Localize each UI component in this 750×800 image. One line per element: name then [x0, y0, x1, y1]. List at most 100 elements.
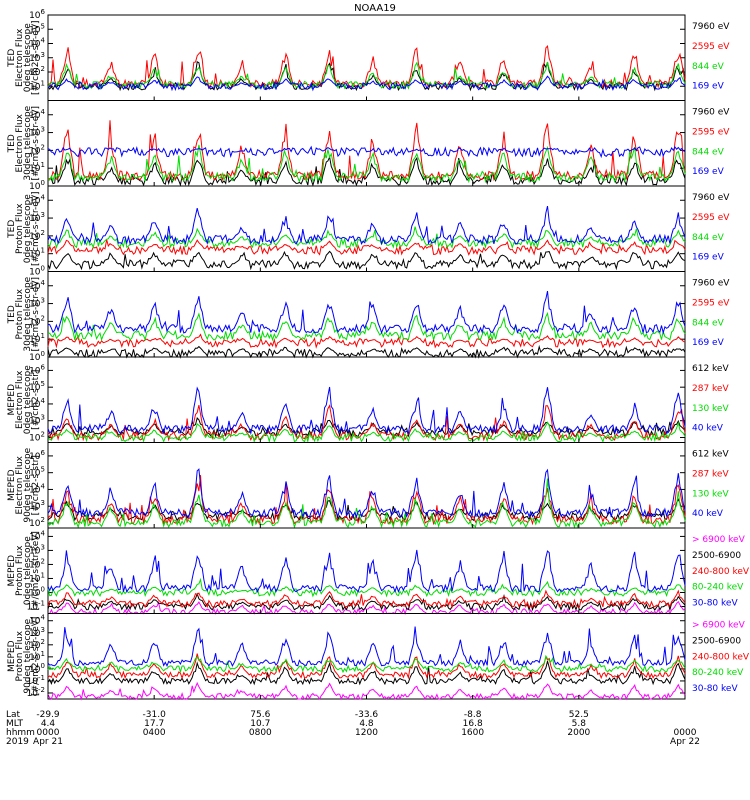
y-tick-label: 101 [29, 161, 45, 174]
y-axis-label: MEPEDElectron Flux0deg telescope[#/cm2-s… [7, 365, 41, 435]
x-tick-label: 0000 [674, 728, 697, 738]
series-line [47, 592, 686, 612]
x-tick-label: -33.6 [355, 710, 379, 720]
y-tick-label: 102 [29, 229, 45, 242]
y-tick-label: 105 [29, 22, 45, 35]
series-line [47, 145, 686, 159]
legend-label: 844 eV [692, 233, 725, 243]
y-tick-label: 105 [29, 380, 45, 393]
x-tick-label: 4.4 [41, 719, 56, 729]
y-tick-label: 10-2 [27, 686, 45, 699]
y-tick-label: 104 [29, 37, 45, 50]
legend-label: 30-80 keV [692, 599, 738, 609]
y-tick-label: 101 [29, 571, 45, 584]
y-tick-label: 102 [29, 430, 45, 443]
legend-label: > 6900 keV [692, 621, 746, 631]
y-tick-label: 104 [29, 614, 45, 627]
panel-frame [47, 14, 686, 101]
y-tick-label: 102 [29, 516, 45, 529]
legend-label: 2500-6900 [692, 551, 741, 561]
legend-label: 240-800 keV [692, 567, 750, 577]
x-tick-label: -31.0 [143, 710, 167, 720]
legend-label: 130 keV [692, 404, 729, 414]
legend-label: 169 eV [692, 253, 725, 263]
x-tick-label: -8.8 [464, 710, 482, 720]
y-tick-label: 104 [29, 482, 45, 495]
legend-label: 30-80 keV [692, 684, 738, 694]
series-line [47, 475, 686, 526]
y-tick-label: 103 [29, 543, 45, 556]
x-tick-label: 1600 [461, 728, 484, 738]
x-row-label: 2019 [6, 737, 29, 747]
y-tick-label: 104 [29, 108, 45, 121]
series-line [47, 144, 686, 184]
panel-frame [47, 613, 686, 700]
x-tick-label: 16.8 [463, 719, 483, 729]
y-tick-label: 100 [29, 265, 45, 278]
y-tick-label: 102 [29, 143, 45, 156]
x-tick-label: Apr 22 [670, 737, 700, 747]
series-line [47, 404, 686, 442]
y-tick-label: 106 [29, 449, 45, 462]
y-tick-label: 105 [29, 466, 45, 479]
legend-label: 7960 eV [692, 279, 730, 289]
legend-label: 40 keV [692, 424, 724, 434]
series-line [47, 468, 686, 519]
y-tick-label: 103 [29, 297, 45, 310]
x-tick-label: 10.7 [250, 719, 270, 729]
x-tick-label: 0400 [143, 728, 166, 738]
series-line [47, 290, 686, 335]
y-axis-label: MEPEDElectron Flux90deg telescope[#/cm2-… [7, 447, 41, 522]
legend-label: 612 keV [692, 364, 729, 374]
series-line [47, 577, 686, 598]
y-axis-label: MEPEDProton Flux0deg telescope[#/cm2-s-s… [7, 531, 41, 610]
series-line [47, 344, 686, 359]
y-tick-label: 103 [29, 126, 45, 139]
y-tick-label: 102 [29, 557, 45, 570]
x-tick-label: 1200 [355, 728, 378, 738]
y-tick-label: 100 [29, 350, 45, 363]
y-axis-label: TEDElectron Flux30deg telescope[#/cm2-s-… [7, 105, 41, 180]
legend-label: 844 eV [692, 318, 725, 328]
x-tick-label: 0800 [249, 728, 272, 738]
legend-label: 287 keV [692, 384, 729, 394]
x-tick-label: 75.6 [250, 710, 270, 720]
y-axis-label: TEDProton Flux30deg telescope[#/cm2-s-st… [7, 276, 41, 351]
legend-label: > 6900 keV [692, 535, 746, 545]
y-tick-label: 103 [29, 51, 45, 64]
series-line [47, 421, 686, 444]
y-tick-label: 103 [29, 414, 45, 427]
y-tick-label: 100 [29, 179, 45, 192]
y-tick-label: 101 [29, 79, 45, 92]
y-axis-label: MEPEDProton Flux90deg telescope[#/cm2-s-… [7, 617, 41, 696]
legend-label: 612 keV [692, 450, 729, 460]
x-row-label: hhmm [6, 728, 35, 738]
y-tick-label: 101 [29, 332, 45, 345]
legend-label: 2595 eV [692, 42, 730, 52]
y-tick-label: 103 [29, 499, 45, 512]
legend-label: 40 keV [692, 509, 724, 519]
x-tick-label: 52.5 [569, 710, 589, 720]
legend-label: 844 eV [692, 62, 725, 72]
series-line [47, 653, 686, 680]
legend-label: 2595 eV [692, 213, 730, 223]
y-tick-label: 103 [29, 626, 45, 639]
legend-label: 80-240 keV [692, 668, 744, 678]
y-axis-label: TEDProton Flux0deg telescope[#/cm2-s-str… [7, 191, 41, 266]
series-line [47, 549, 686, 594]
y-tick-label: 100 [29, 585, 45, 598]
series-line [47, 155, 686, 187]
x-tick-label: -29.9 [36, 710, 60, 720]
y-tick-label: 103 [29, 211, 45, 224]
legend-label: 7960 eV [692, 22, 730, 32]
y-tick-label: 102 [29, 638, 45, 651]
series-line [47, 660, 686, 686]
x-tick-label: 0000 [37, 728, 60, 738]
y-tick-label: 102 [29, 314, 45, 327]
y-tick-label: 104 [29, 193, 45, 206]
legend-label: 7960 eV [692, 108, 730, 118]
